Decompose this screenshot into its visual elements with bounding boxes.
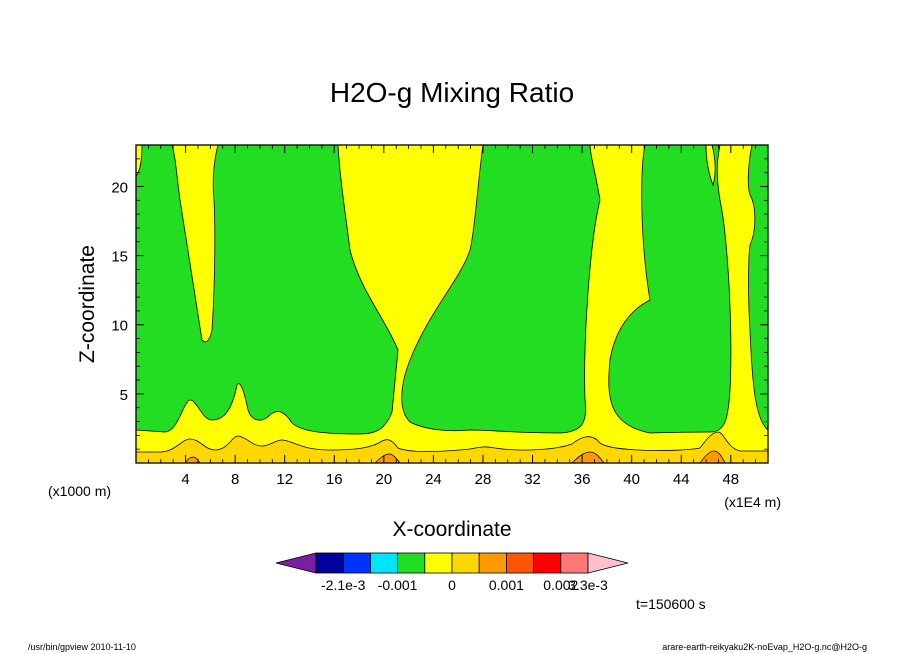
y-axis-label: Z-coordinate bbox=[76, 245, 99, 363]
contour-line bbox=[171, 144, 219, 343]
y-tick-label: 15 bbox=[111, 249, 128, 266]
field-region-yellow bbox=[136, 145, 768, 463]
contour-line bbox=[184, 456, 201, 464]
field-region-yellow bbox=[136, 145, 142, 176]
x-tick-label: 20 bbox=[375, 471, 392, 488]
x-tick-label: 44 bbox=[673, 471, 690, 488]
x-tick-label: 8 bbox=[231, 471, 239, 488]
x-axis-label: X-coordinate bbox=[392, 518, 511, 541]
footer-left: /usr/bin/gpview 2010-11-10 bbox=[28, 642, 136, 652]
colorbar-swatch bbox=[342, 552, 371, 574]
x-tick-label: 28 bbox=[475, 471, 492, 488]
colorbar-swatch bbox=[369, 552, 398, 574]
x-tick-label: 12 bbox=[276, 471, 293, 488]
plot-frame bbox=[135, 144, 769, 464]
contour-line bbox=[135, 144, 769, 464]
y-unit-note: (x1000 m) bbox=[48, 483, 111, 499]
time-label: t=150600 s bbox=[636, 596, 706, 612]
footer-right: arare-earth-reikyaku2K-noEvap_H2O-g.nc@H… bbox=[662, 642, 867, 652]
contour-line bbox=[135, 431, 769, 464]
x-unit-note: (x1E4 m) bbox=[724, 494, 781, 510]
x-tick-label: 24 bbox=[425, 471, 442, 488]
colorbar-arrow-high bbox=[587, 552, 629, 574]
colorbar-swatch bbox=[451, 552, 480, 574]
x-tick-label: 36 bbox=[574, 471, 591, 488]
colorbar-arrow-low bbox=[275, 552, 317, 574]
y-tick-label: 20 bbox=[111, 179, 128, 196]
x-tick-label: 48 bbox=[722, 471, 739, 488]
colorbar-label: 0.001 bbox=[489, 577, 524, 593]
field-region-gold bbox=[136, 432, 768, 463]
colorbar-swatch bbox=[505, 552, 534, 574]
colorbar-swatch bbox=[315, 552, 344, 574]
y-tick-label: 5 bbox=[120, 387, 128, 404]
contour-line bbox=[571, 451, 605, 464]
colorbar-swatch bbox=[533, 552, 562, 574]
chart-title: H2O-g Mixing Ratio bbox=[330, 77, 574, 108]
colorbar-label: 0.002 bbox=[543, 577, 578, 593]
colorbar-swatch bbox=[424, 552, 453, 574]
colorbar-swatch bbox=[478, 552, 507, 574]
field-region-orange bbox=[572, 452, 604, 463]
contour-line bbox=[699, 450, 726, 464]
contour-line bbox=[374, 453, 401, 464]
x-tick-label: 4 bbox=[181, 471, 189, 488]
contour-line bbox=[705, 144, 716, 187]
x-tick-label: 40 bbox=[623, 471, 640, 488]
field-region-yellow bbox=[172, 145, 218, 342]
x-tick-label: 16 bbox=[326, 471, 343, 488]
colorbar-swatch bbox=[560, 552, 589, 574]
colorbar-label: -2.1e-3 bbox=[321, 577, 366, 593]
colorbar-label: 0 bbox=[448, 577, 456, 593]
colorbar-label: -0.001 bbox=[378, 577, 418, 593]
colorbar-swatch bbox=[397, 552, 426, 574]
field-region-yellow bbox=[706, 145, 716, 185]
x-tick-label: 32 bbox=[524, 471, 541, 488]
y-tick-label: 10 bbox=[111, 318, 128, 335]
colorbar-label: 3.3e-3 bbox=[568, 577, 608, 593]
